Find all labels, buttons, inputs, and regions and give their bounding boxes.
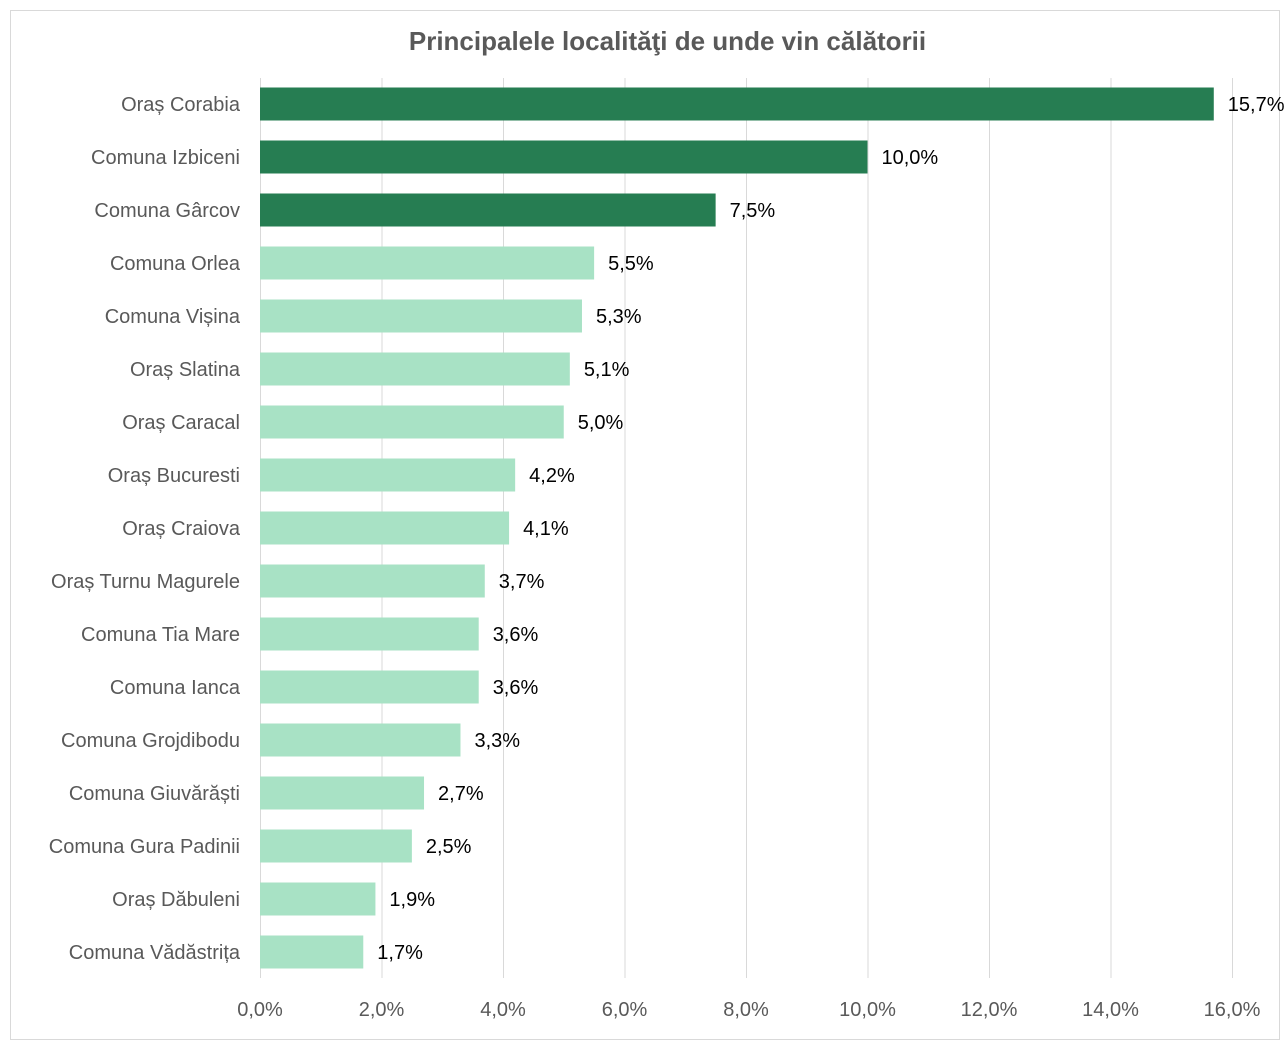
- data-label: 10,0%: [882, 147, 939, 169]
- data-label: 5,1%: [584, 359, 630, 381]
- bar: [260, 140, 868, 174]
- x-tick-label: 0,0%: [237, 999, 283, 1021]
- data-label: 3,3%: [474, 730, 520, 752]
- data-label: 7,5%: [730, 200, 776, 222]
- x-tick-label: 4,0%: [480, 999, 526, 1021]
- bar: [260, 617, 479, 651]
- data-label: 15,7%: [1228, 94, 1285, 116]
- data-label: 2,7%: [438, 783, 484, 805]
- x-tick-label: 10,0%: [839, 999, 896, 1021]
- x-tick-label: 8,0%: [723, 999, 769, 1021]
- category-label: Comuna Giuvărăști: [69, 783, 240, 805]
- category-label: Oraș Turnu Magurele: [51, 571, 240, 593]
- category-label: Comuna Ianca: [110, 677, 241, 699]
- x-tick-label: 2,0%: [359, 999, 405, 1021]
- category-label: Oraș Corabia: [121, 94, 241, 116]
- bar: [260, 352, 570, 386]
- category-label: Oraș Slatina: [130, 359, 241, 381]
- x-tick-label: 12,0%: [961, 999, 1018, 1021]
- bar: [260, 935, 364, 969]
- bar: [260, 511, 510, 545]
- category-label: Comuna Orlea: [110, 253, 241, 275]
- bar: [260, 829, 412, 863]
- data-label: 5,5%: [608, 253, 654, 275]
- bar: [260, 882, 376, 916]
- bar: [260, 193, 716, 227]
- x-tick-label: 14,0%: [1082, 999, 1139, 1021]
- bars: [260, 87, 1214, 969]
- category-label: Oraș Craiova: [122, 518, 241, 540]
- bar: [260, 723, 461, 757]
- category-label: Comuna Tia Mare: [81, 624, 240, 646]
- category-labels: Oraș Corabia Comuna Izbiceni Comuna Gârcov…: [49, 94, 241, 964]
- data-label: 5,0%: [578, 412, 624, 434]
- data-label: 4,1%: [523, 518, 569, 540]
- x-tick-label: 16,0%: [1204, 999, 1261, 1021]
- data-label: 3,7%: [499, 571, 545, 593]
- bar: [260, 670, 479, 704]
- data-label: 3,6%: [493, 677, 539, 699]
- category-label: Comuna Izbiceni: [91, 147, 240, 169]
- data-labels: 15,7% 10,0% 7,5% 5,5% 5,3% 5,1% 5,0% 4,2% 4,1% 3,…: [377, 94, 1284, 964]
- grid-lines: [260, 78, 1233, 978]
- bar: [260, 405, 564, 439]
- bar: [260, 776, 425, 810]
- x-tick-label: 6,0%: [602, 999, 648, 1021]
- bar: [260, 458, 516, 492]
- data-label: 2,5%: [426, 836, 472, 858]
- data-label: 1,9%: [389, 889, 435, 911]
- x-axis-ticks: 0,0% 2,0% 4,0% 6,0% 8,0% 10,0% 12,0% 14,0% 16,0%: [237, 999, 1260, 1021]
- category-label: Oraș Bucuresti: [108, 465, 240, 487]
- category-label: Comuna Vădăstrița: [69, 942, 241, 964]
- bar: [260, 246, 595, 280]
- bar: [260, 564, 485, 598]
- category-label: Comuna Grojdibodu: [61, 730, 240, 752]
- category-label: Comuna Gura Padinii: [49, 836, 240, 858]
- data-label: 4,2%: [529, 465, 575, 487]
- data-label: 5,3%: [596, 306, 642, 328]
- chart-title: Principalele localităţi de unde vin călă…: [408, 26, 927, 56]
- data-label: 3,6%: [493, 624, 539, 646]
- data-label: 1,7%: [377, 942, 423, 964]
- category-label: Oraș Caracal: [122, 412, 240, 434]
- category-label: Comuna Gârcov: [94, 200, 240, 222]
- category-label: Comuna Vișina: [105, 306, 241, 328]
- bar: [260, 299, 582, 333]
- bar: [260, 87, 1214, 121]
- category-label: Oraș Dăbuleni: [112, 889, 240, 911]
